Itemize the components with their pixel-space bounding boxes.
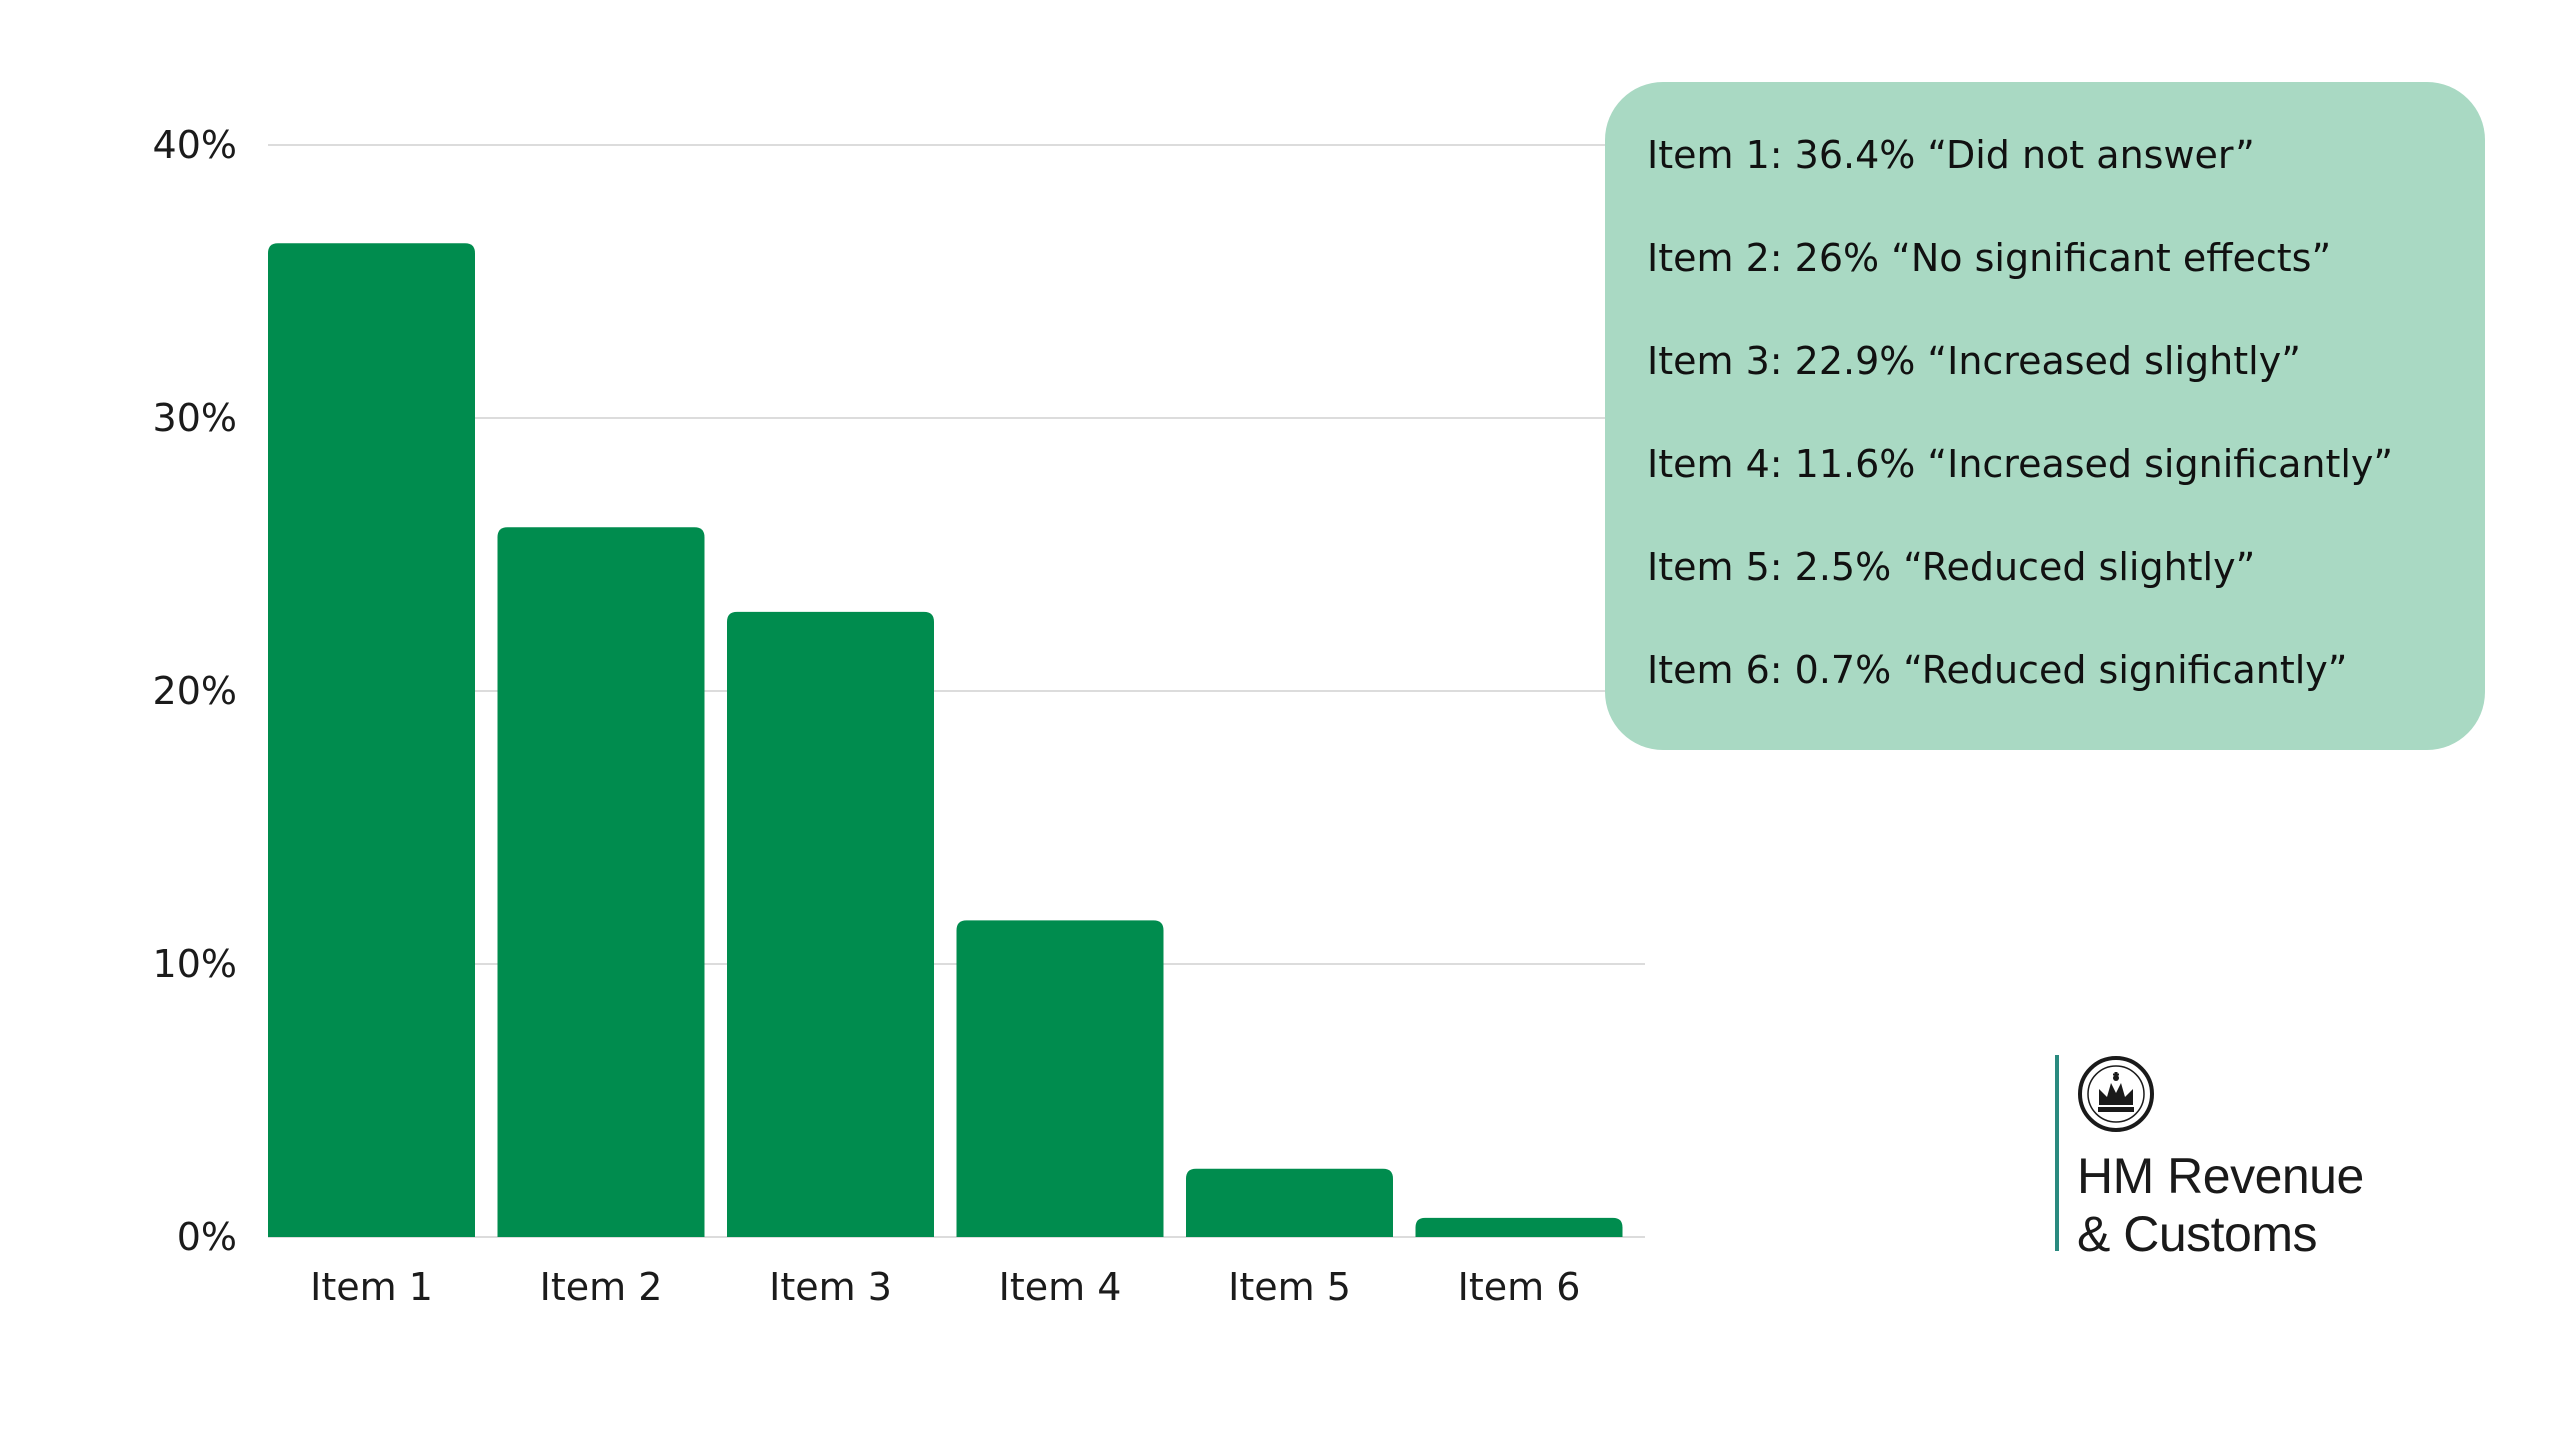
x-tick-label: Item 4 — [999, 1265, 1122, 1309]
legend-item-6: Item 6: 0.7% “Reduced significantly” — [1647, 648, 2348, 692]
x-tick-label: Item 1 — [310, 1265, 433, 1309]
x-tick-label: Item 6 — [1458, 1265, 1581, 1309]
bar-2 — [497, 527, 705, 1237]
bar-6 — [1415, 1217, 1623, 1237]
logo-line-1: HM Revenue — [2077, 1148, 2364, 1204]
bars — [268, 243, 1623, 1237]
legend-item-4: Item 4: 11.6% “Increased significantly” — [1647, 442, 2394, 486]
logo-line-2: & Customs — [2077, 1206, 2318, 1262]
y-tick-label: 0% — [177, 1215, 237, 1259]
legend-item-1: Item 1: 36.4% “Did not answer” — [1647, 133, 2255, 177]
y-tick-label: 20% — [153, 669, 237, 713]
legend-item-5: Item 5: 2.5% “Reduced slightly” — [1647, 545, 2256, 589]
y-tick-label: 30% — [153, 396, 237, 440]
logo-wordmark: HM Revenue & Customs — [2077, 1147, 2364, 1263]
x-tick-label: Item 5 — [1228, 1265, 1351, 1309]
y-tick-label: 10% — [153, 942, 237, 986]
hmrc-logo: HM Revenue & Customs — [2055, 1055, 2435, 1262]
x-tick-label: Item 3 — [769, 1265, 892, 1309]
x-tick-label: Item 2 — [540, 1265, 663, 1309]
bar-5 — [1186, 1168, 1393, 1237]
y-axis-tick-labels: 0% 10% 20% 30% 40% — [153, 123, 237, 1259]
crown-crest-icon — [2078, 1056, 2154, 1132]
bar-3 — [727, 611, 934, 1237]
legend-item-3: Item 3: 22.9% “Increased slightly” — [1647, 339, 2301, 383]
legend-box: Item 1: 36.4% “Did not answer” Item 2: 2… — [1605, 82, 2485, 750]
y-tick-label: 40% — [153, 123, 237, 167]
logo-accent-bar — [2055, 1055, 2059, 1251]
legend-item-2: Item 2: 26% “No significant effects” — [1647, 236, 2332, 280]
bar-4 — [956, 920, 1164, 1237]
bar-1 — [268, 243, 475, 1237]
x-axis-tick-labels: Item 1 Item 2 Item 3 Item 4 Item 5 Item 6 — [310, 1265, 1580, 1309]
